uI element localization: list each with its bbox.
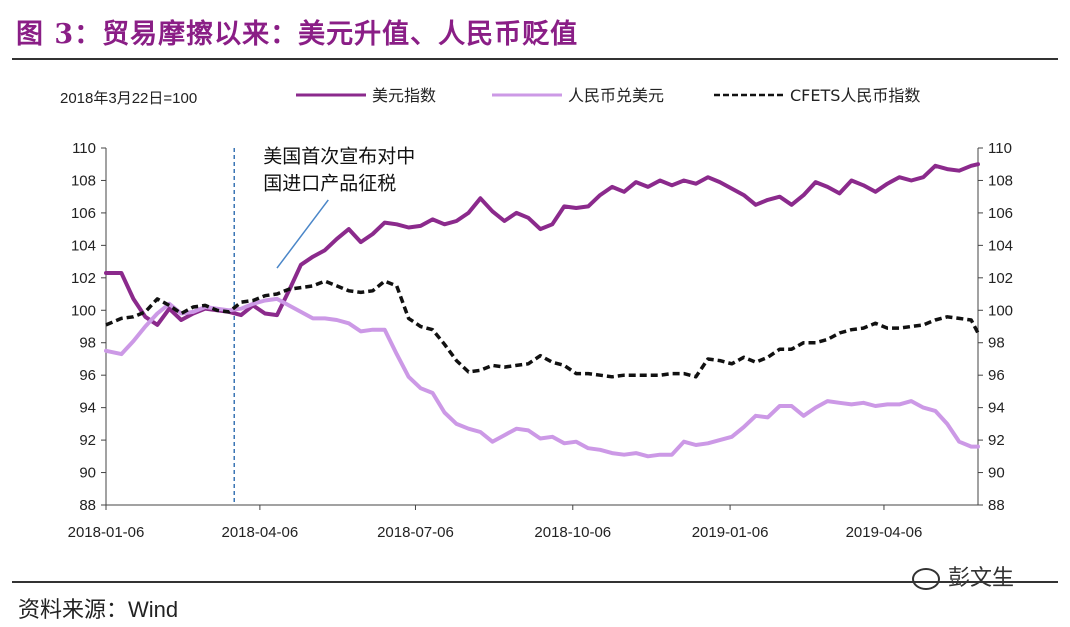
y-tick-label-left: 92	[79, 432, 96, 449]
y-tick-label-right: 102	[988, 270, 1013, 287]
x-tick-label: 2018-10-06	[534, 524, 611, 541]
chart-axes: 88 88 90 90 92 92 94 94 96 96 98 98 100 100 102 102 104 1…	[68, 140, 1013, 541]
annotation-text: 国进口产品征税	[263, 173, 396, 195]
y-tick-label-right: 100	[988, 302, 1013, 319]
y-tick-label-left: 104	[71, 237, 96, 254]
y-tick-label-left: 98	[79, 335, 96, 352]
x-tick-label: 2018-01-06	[68, 524, 145, 541]
wechat-icon	[912, 568, 940, 590]
annotation-pointer	[276, 199, 329, 269]
series-line-人民币兑美元	[104, 296, 980, 459]
y-tick-label-left: 96	[79, 367, 96, 384]
y-tick-label-right: 90	[988, 465, 1005, 482]
x-tick-label: 2019-04-06	[846, 524, 923, 541]
source-note: 资料来源：Wind	[18, 597, 179, 622]
y-tick-label-right: 96	[988, 367, 1005, 384]
y-tick-label-right: 98	[988, 335, 1005, 352]
legend-label: 美元指数	[372, 86, 436, 105]
x-tick-label: 2018-07-06	[377, 524, 454, 541]
legend-label: CFETS人民币指数	[790, 86, 920, 105]
y-tick-label-right: 108	[988, 172, 1013, 189]
y-tick-label-left: 90	[79, 465, 96, 482]
y-tick-label-right: 104	[988, 237, 1013, 254]
top-rule	[12, 58, 1058, 60]
y-tick-label-left: 102	[71, 270, 96, 287]
series-line-美元指数	[104, 162, 980, 327]
y-tick-label-right: 110	[988, 140, 1012, 157]
watermark-text: 彭文生	[948, 566, 1015, 591]
y-tick-label-left: 94	[79, 400, 96, 417]
x-tick-label: 2018-04-06	[222, 524, 299, 541]
y-tick-label-left: 106	[71, 205, 96, 222]
y-tick-label-left: 100	[71, 302, 96, 319]
y-tick-label-right: 92	[988, 432, 1005, 449]
chart-series	[104, 162, 980, 459]
y-tick-label-left: 88	[79, 497, 96, 514]
y-tick-label-right: 94	[988, 400, 1005, 417]
base-note: 2018年3月22日=100	[60, 90, 197, 107]
watermark: 彭文生	[912, 560, 1014, 592]
y-tick-label-right: 88	[988, 497, 1005, 514]
y-tick-label-right: 106	[988, 205, 1013, 222]
chart-title: 图 3：贸易摩擦以来：美元升值、人民币贬值	[16, 19, 579, 50]
annotation-text: 美国首次宣布对中	[263, 146, 415, 168]
y-tick-label-left: 110	[72, 140, 96, 157]
bottom-rule	[12, 581, 1058, 583]
x-tick-label: 2019-01-06	[692, 524, 769, 541]
chart-legend: 2018年3月22日=100 美元指数 人民币兑美元 CFETS人民币指数	[60, 86, 920, 107]
y-tick-label-left: 108	[71, 172, 96, 189]
legend-label: 人民币兑美元	[568, 86, 664, 105]
series-line-CFETS人民币指数	[105, 279, 980, 379]
